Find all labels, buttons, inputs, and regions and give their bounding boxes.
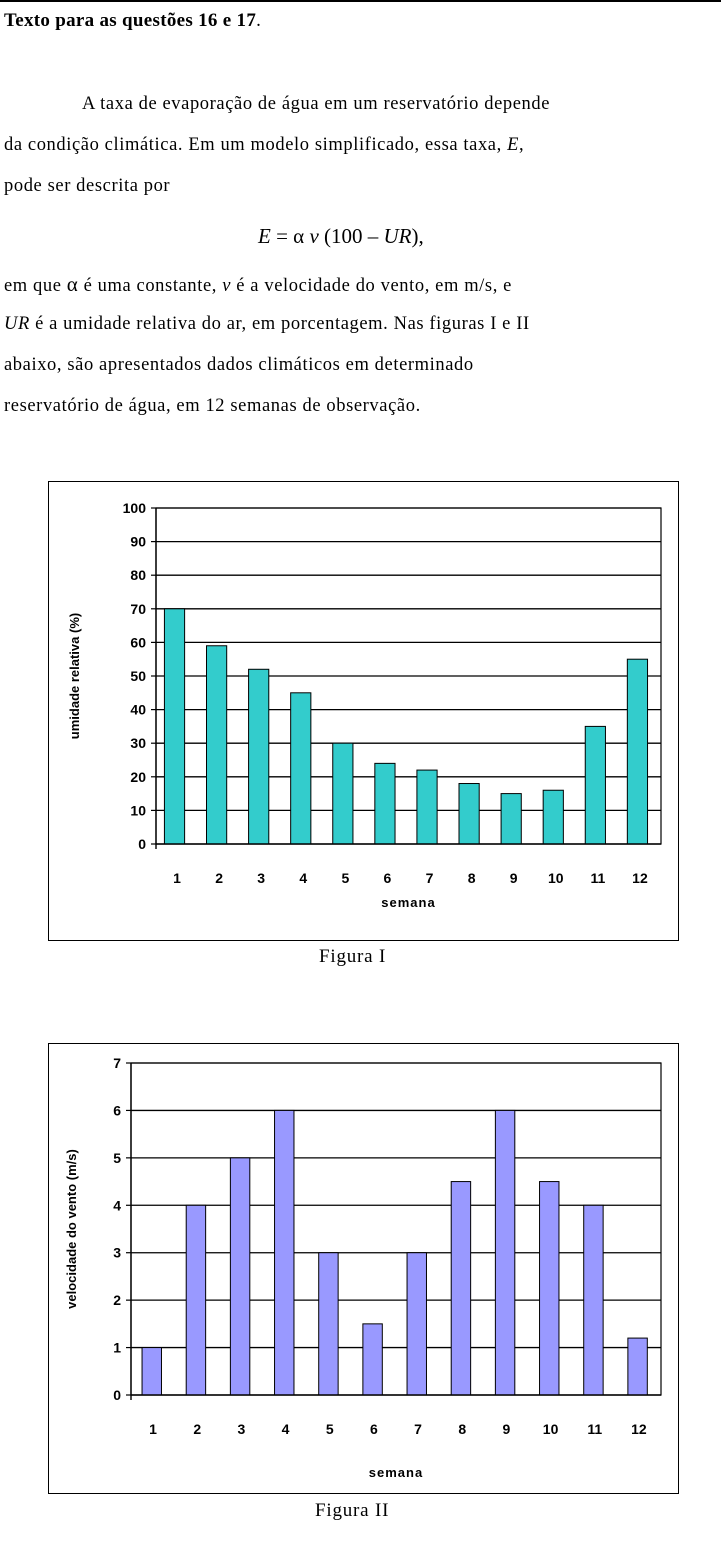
bar [627, 1337, 648, 1396]
x-tick-label: 3 [257, 870, 265, 886]
bar [374, 762, 396, 845]
x-tick-label: 6 [370, 1421, 378, 1437]
y-axis-title: umidade relativa (%) [67, 613, 82, 739]
x-tick-label: 12 [632, 870, 648, 886]
x-tick-label: 7 [414, 1421, 422, 1437]
bar [416, 769, 438, 845]
x-tick-label: 1 [149, 1421, 157, 1437]
y-tick-label: 1 [113, 1340, 121, 1356]
plot-area [130, 1062, 662, 1396]
bar [229, 1157, 251, 1396]
bar [274, 1109, 295, 1396]
x-tick-label: 9 [510, 870, 518, 886]
x-tick-label: 1 [173, 870, 181, 886]
bar [539, 1181, 560, 1396]
x-axis-title: semana [381, 895, 435, 910]
x-tick-label: 10 [548, 870, 564, 886]
x-axis-title: semana [369, 1465, 423, 1480]
x-tick-label: 4 [282, 1421, 290, 1437]
y-tick-label: 20 [130, 769, 146, 785]
bar [494, 1109, 516, 1396]
x-tick-label: 2 [215, 870, 223, 886]
bar [406, 1252, 427, 1396]
y-tick-label: 30 [130, 735, 146, 751]
y-tick-label: 50 [130, 668, 146, 684]
bar [206, 645, 228, 845]
top-rule [0, 0, 721, 2]
bar [318, 1252, 339, 1396]
bar [185, 1204, 207, 1396]
bar [248, 668, 270, 845]
x-tick-label: 8 [458, 1421, 466, 1437]
y-tick-label: 10 [130, 802, 146, 818]
x-tick-label: 10 [543, 1421, 559, 1437]
y-tick-label: 80 [130, 567, 146, 583]
evaporation-formula: E = α v (100 – UR), [258, 224, 424, 248]
bar [500, 793, 522, 845]
bar [163, 608, 186, 845]
bar [450, 1181, 472, 1396]
x-tick-label: 5 [326, 1421, 334, 1437]
y-tick-label: 90 [130, 534, 146, 550]
y-tick-label: 100 [123, 500, 147, 516]
y-tick-label: 4 [113, 1197, 121, 1213]
x-tick-label: 3 [238, 1421, 246, 1437]
y-tick-label: 40 [130, 702, 146, 718]
paragraph-line-7: reservatório de água, em 12 semanas de o… [4, 396, 421, 416]
y-tick-label: 3 [113, 1245, 121, 1261]
y-tick-label: 6 [113, 1102, 121, 1118]
y-axis-title: velocidade do vento (m/s) [64, 1149, 79, 1309]
figure-1-frame: 0 10 20 30 40 50 60 70 80 90 100 1 2 3 4 5 6 7 8 9 10 11 12 sem… [48, 481, 679, 941]
section-heading: Texto para as questões 16 e 17. [4, 10, 262, 31]
bar [141, 1347, 162, 1396]
bar [332, 742, 354, 845]
x-tick-label: 11 [587, 1421, 602, 1437]
figure-2-frame: 0 1 2 3 4 5 6 7 1 2 3 4 5 6 7 8 9 10 11 12 semana velocidade … [48, 1043, 679, 1494]
y-tick-label: 60 [130, 634, 146, 650]
y-tick-label: 0 [138, 836, 146, 852]
bar [583, 1204, 604, 1396]
figure-2-caption: Figura II [315, 1500, 390, 1521]
y-tick-label: 2 [113, 1292, 121, 1308]
bar [458, 783, 480, 845]
paragraph-line-5: UR é a umidade relativa do ar, em porcen… [4, 314, 530, 334]
bar [362, 1323, 383, 1396]
x-tick-label: 5 [341, 870, 349, 886]
paragraph-line-2: da condição climática. Em um modelo simp… [4, 135, 525, 155]
y-tick-label: 0 [113, 1387, 121, 1403]
bar [542, 789, 564, 845]
y-tick-label: 5 [113, 1150, 121, 1166]
bar [584, 725, 606, 845]
bar [290, 692, 312, 845]
figure-1-caption: Figura I [319, 946, 387, 967]
x-tick-label: 9 [503, 1421, 511, 1437]
y-tick-label: 70 [130, 601, 146, 617]
paragraph-line-4: em que α é uma constante, v é a velocida… [4, 272, 512, 296]
paragraph-line-1: A taxa de evaporação de água em um reser… [82, 94, 551, 114]
y-tick-label: 7 [113, 1055, 121, 1071]
x-tick-label: 7 [426, 870, 434, 886]
x-tick-label: 8 [468, 870, 476, 886]
paragraph-line-6: abaixo, são apresentados dados climático… [4, 355, 474, 375]
x-tick-label: 6 [384, 870, 392, 886]
x-tick-label: 11 [590, 870, 605, 886]
x-tick-label: 4 [299, 870, 307, 886]
x-tick-label: 2 [193, 1421, 201, 1437]
x-tick-label: 12 [631, 1421, 647, 1437]
paragraph-line-3: pode ser descrita por [4, 176, 171, 196]
bar [626, 658, 649, 845]
